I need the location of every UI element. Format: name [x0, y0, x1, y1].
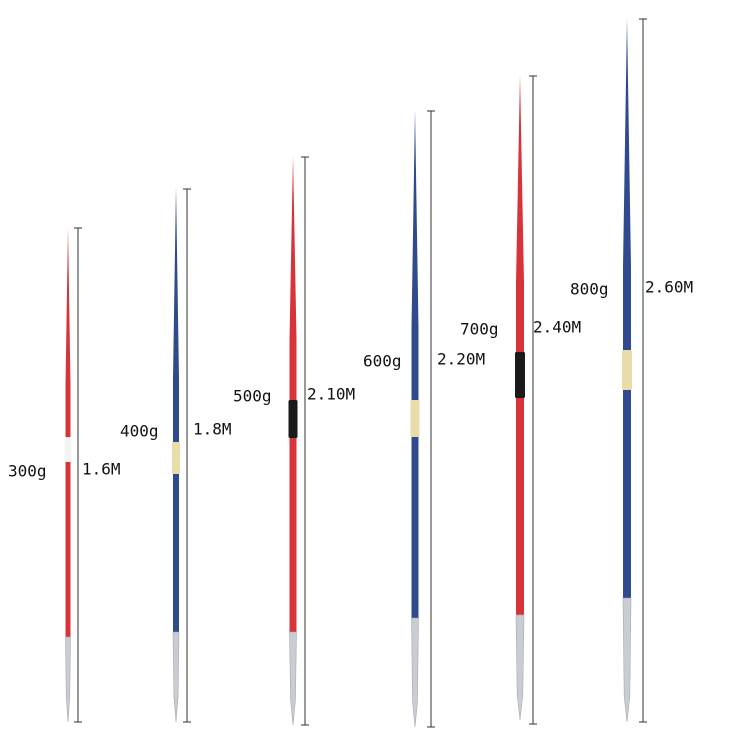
length-label: 2.60M — [645, 278, 693, 297]
javelin-grip — [64, 437, 72, 462]
javelin-grip — [410, 400, 420, 437]
length-label: 1.8M — [193, 420, 232, 439]
javelin-tail — [172, 631, 180, 723]
length-label: 2.20M — [437, 350, 485, 369]
javelin-grip — [288, 400, 298, 438]
javelin-shaft — [289, 156, 297, 632]
javelin-shaft — [65, 228, 71, 637]
javelin-grip — [515, 352, 525, 398]
weight-label: 800g — [570, 280, 609, 299]
javelin-grip — [622, 350, 632, 390]
javelin-tail — [622, 597, 632, 723]
javelin-tail — [515, 614, 525, 721]
javelin-shaft — [516, 75, 524, 615]
javelin-tail — [289, 631, 297, 726]
javelin-tail — [411, 617, 419, 728]
length-label: 2.10M — [307, 385, 355, 404]
weight-label: 600g — [363, 352, 402, 371]
length-label: 1.6M — [82, 460, 121, 479]
javelin-grip — [172, 442, 180, 474]
javelin-shaft — [623, 18, 631, 598]
weight-label: 700g — [460, 320, 499, 339]
weight-label: 500g — [233, 387, 272, 406]
javelin-shaft — [173, 187, 179, 632]
weight-label: 300g — [8, 462, 47, 481]
javelin-tail — [65, 636, 71, 723]
length-label: 2.40M — [533, 318, 581, 337]
weight-label: 400g — [120, 422, 159, 441]
javelin-shaft — [411, 110, 419, 618]
